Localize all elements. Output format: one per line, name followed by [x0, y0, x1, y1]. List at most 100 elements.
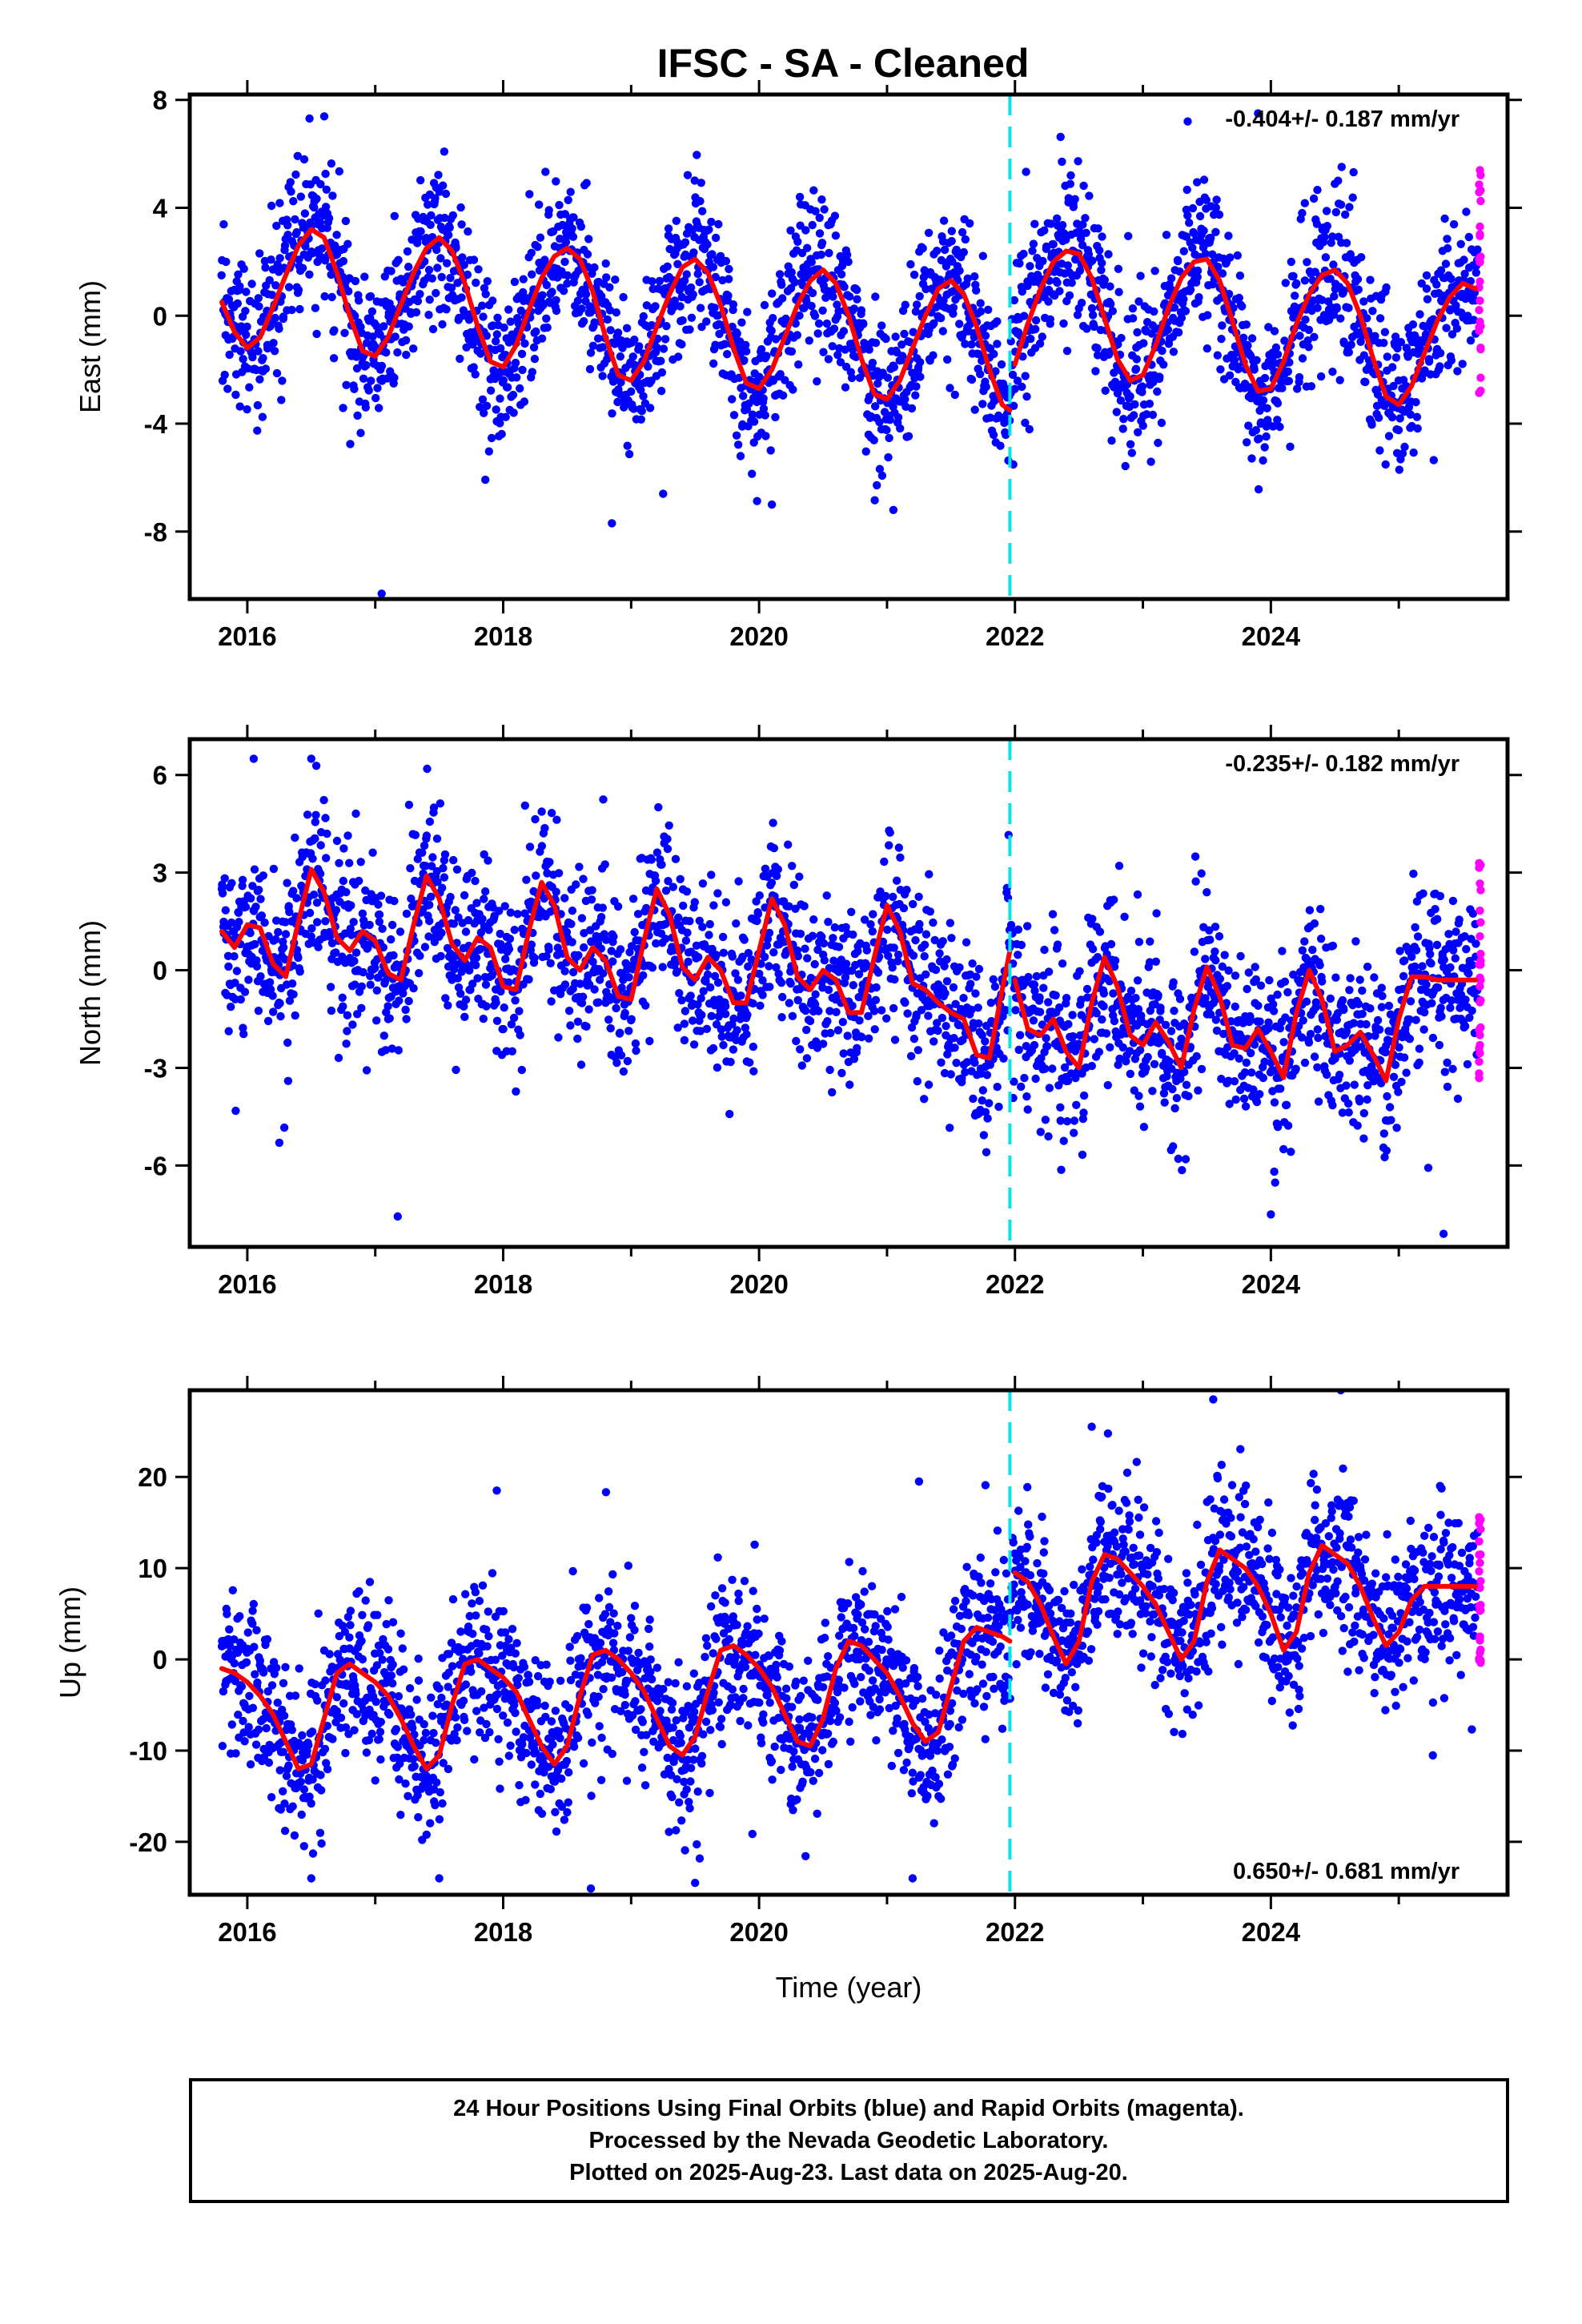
final-orbit-point: [484, 447, 493, 456]
final-orbit-point: [825, 1007, 834, 1015]
final-orbit-point: [1363, 314, 1371, 323]
final-orbit-point: [584, 1005, 593, 1014]
final-orbit-point: [366, 980, 375, 989]
final-orbit-point: [267, 255, 275, 264]
final-orbit-point: [733, 975, 743, 984]
final-orbit-point: [712, 951, 721, 959]
final-orbit-point: [590, 263, 599, 272]
final-orbit-point: [1307, 382, 1316, 391]
final-orbit-point: [981, 332, 990, 340]
final-orbit-point: [833, 351, 842, 360]
final-orbit-point: [269, 339, 278, 348]
rapid-orbit-point: [1476, 296, 1484, 305]
final-orbit-point: [1203, 344, 1212, 353]
final-orbit-point: [244, 975, 253, 984]
final-orbit-point: [606, 326, 615, 335]
final-orbit-point: [528, 270, 536, 279]
final-orbit-point: [1289, 271, 1298, 280]
final-orbit-point: [623, 965, 632, 974]
final-orbit-point: [1300, 1058, 1310, 1068]
final-orbit-point: [635, 342, 644, 351]
final-orbit-point: [1070, 1128, 1078, 1137]
final-orbit-point: [331, 948, 340, 957]
final-orbit-point: [1044, 998, 1053, 1007]
final-orbit-point: [311, 834, 319, 843]
final-orbit-point: [629, 404, 638, 413]
final-orbit-point: [984, 305, 993, 314]
final-orbit-point: [970, 1058, 979, 1068]
final-orbit-point: [989, 430, 998, 440]
final-orbit-point: [1090, 1035, 1099, 1043]
final-orbit-point: [239, 264, 248, 273]
final-orbit-point: [1224, 966, 1233, 975]
final-orbit-point: [468, 979, 477, 988]
final-orbit-point: [903, 1009, 912, 1018]
final-orbit-point: [1063, 1076, 1073, 1086]
final-orbit-point: [460, 260, 468, 269]
final-orbit-point: [1051, 991, 1060, 1000]
final-orbit-point: [623, 1056, 632, 1066]
final-orbit-point: [516, 384, 524, 393]
final-orbit-point: [1139, 339, 1148, 348]
final-orbit-point: [1041, 1116, 1050, 1124]
final-orbit-point: [1334, 176, 1343, 185]
final-orbit-point: [492, 336, 500, 346]
final-orbit-point: [1059, 319, 1068, 328]
final-orbit-point: [1252, 1097, 1262, 1107]
final-orbit-point: [439, 181, 448, 190]
final-orbit-point: [740, 356, 749, 365]
final-orbit-point: [1049, 239, 1058, 249]
final-orbit-point: [685, 325, 694, 334]
final-orbit-point: [738, 952, 747, 962]
final-orbit-point: [837, 270, 846, 279]
final-orbit-point: [1316, 904, 1325, 914]
rapid-orbit-point: [1475, 255, 1484, 263]
final-orbit-point: [393, 1212, 402, 1221]
final-orbit-point: [607, 947, 616, 955]
final-orbit-point: [492, 330, 501, 339]
final-orbit-point: [295, 255, 303, 264]
final-orbit-point: [949, 983, 958, 992]
final-orbit-point: [1094, 1047, 1104, 1056]
final-orbit-point: [496, 394, 504, 403]
final-orbit-point: [255, 886, 263, 895]
final-orbit-point: [316, 179, 325, 189]
final-orbit-point: [914, 892, 923, 902]
final-orbit-point: [238, 875, 247, 885]
final-orbit-point: [907, 404, 917, 413]
final-orbit-point: [1075, 967, 1084, 976]
final-orbit-point: [843, 1031, 852, 1040]
final-orbit-point: [636, 385, 645, 395]
final-orbit-point: [709, 1043, 718, 1053]
final-orbit-point: [624, 449, 634, 459]
final-orbit-point: [753, 916, 761, 926]
final-orbit-point: [647, 855, 656, 864]
final-orbit-point: [338, 993, 347, 1003]
final-orbit-point: [661, 335, 670, 344]
final-orbit-point: [261, 364, 271, 373]
final-orbit-point: [438, 320, 447, 329]
final-orbit-point: [1286, 442, 1295, 451]
final-orbit-point: [562, 927, 572, 937]
final-orbit-point: [620, 1008, 629, 1018]
final-orbit-point: [1273, 416, 1282, 424]
final-orbit-point: [367, 376, 375, 385]
final-orbit-point: [1110, 963, 1119, 971]
final-orbit-point: [339, 876, 347, 886]
final-orbit-point: [1230, 1049, 1239, 1058]
final-orbit-point: [921, 284, 930, 294]
final-orbit-point: [1079, 181, 1088, 191]
rapid-orbit-point: [1476, 317, 1484, 326]
final-orbit-point: [637, 407, 646, 416]
final-orbit-point: [357, 982, 366, 991]
final-orbit-point: [1302, 997, 1311, 1006]
final-orbit-point: [347, 931, 356, 939]
final-orbit-point: [577, 914, 587, 923]
final-orbit-point: [476, 928, 485, 937]
final-orbit-point: [916, 358, 925, 367]
final-orbit-point: [661, 887, 671, 895]
final-orbit-point: [461, 927, 471, 936]
final-orbit-point: [1117, 333, 1126, 343]
final-orbit-point: [407, 895, 416, 903]
final-orbit-point: [1375, 446, 1384, 455]
